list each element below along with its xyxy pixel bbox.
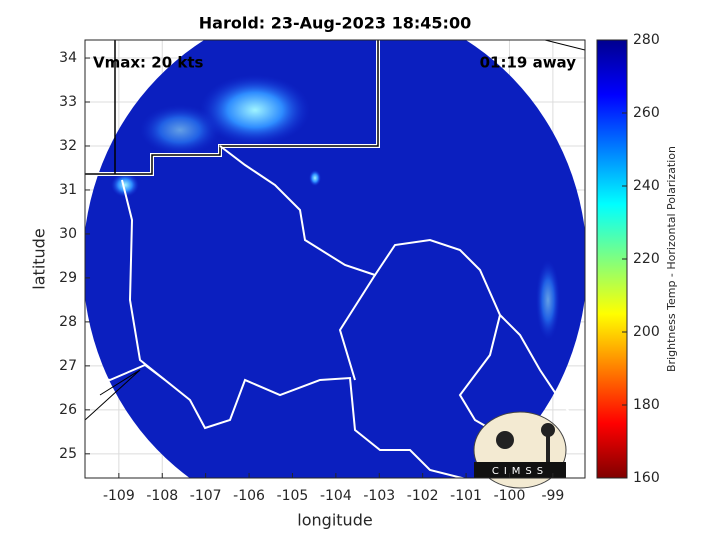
coastline — [85, 363, 166, 382]
warm-area — [536, 260, 560, 340]
x-tick-label: -107 — [190, 488, 222, 504]
colorbar-tick-label: 180 — [633, 397, 660, 413]
chart-title: Harold: 23-Aug-2023 18:45:00 — [199, 14, 471, 33]
state-border — [121, 179, 467, 478]
annotation: Vmax: 20 kts — [93, 54, 203, 72]
x-tick-label: -109 — [103, 488, 135, 504]
logo-icon — [546, 436, 550, 462]
state-border — [544, 40, 585, 51]
map-layer — [85, 40, 585, 478]
y-tick-label: 26 — [59, 402, 77, 418]
annotation: 01:19 away — [480, 54, 577, 72]
x-tick-label: -108 — [146, 488, 178, 504]
country-border — [219, 145, 576, 421]
x-tick-label: -100 — [494, 488, 526, 504]
warm-area — [111, 173, 139, 197]
logo-bar — [474, 462, 566, 478]
y-tick-label: 33 — [59, 94, 77, 110]
colorbar-tick-label: 260 — [633, 105, 660, 121]
colorbar-tick-label: 160 — [633, 470, 660, 486]
x-tick-label: -101 — [450, 488, 482, 504]
warm-area — [140, 105, 220, 155]
colorbar-tick-label: 200 — [633, 324, 660, 340]
colorbar-label: Brightness Temp - Horizontal Polarizatio… — [665, 146, 678, 372]
logo-icon — [541, 423, 555, 437]
y-tick-label: 30 — [59, 226, 77, 242]
plot-frame — [84, 39, 586, 479]
logo-icon — [496, 431, 514, 449]
x-tick-label: -106 — [233, 488, 265, 504]
y-tick-label: 27 — [59, 358, 77, 374]
x-tick-label: -99 — [541, 488, 564, 504]
state-border — [338, 274, 376, 381]
state-border — [85, 40, 379, 175]
y-tick-label: 31 — [59, 182, 77, 198]
logo: CIMSS — [473, 411, 567, 489]
colorbar-tick-label: 240 — [633, 178, 660, 194]
colorbar-tick-label: 280 — [633, 32, 660, 48]
y-tick-label: 34 — [59, 50, 77, 66]
x-axis-label: longitude — [297, 511, 372, 530]
x-tick-label: -102 — [407, 488, 439, 504]
colorbar-tick-label: 220 — [633, 251, 660, 267]
coastline — [85, 369, 141, 421]
x-tick-label: -104 — [320, 488, 352, 504]
x-tick-label: -105 — [277, 488, 309, 504]
x-tick-label: -103 — [363, 488, 395, 504]
warm-area — [200, 75, 310, 145]
y-tick-label: 28 — [59, 314, 77, 330]
y-axis-label: latitude — [30, 228, 49, 289]
logo-text: CIMSS — [492, 466, 548, 477]
y-tick-label: 32 — [59, 138, 77, 154]
y-tick-label: 29 — [59, 270, 77, 286]
y-tick-label: 25 — [59, 446, 77, 462]
warm-area — [309, 170, 321, 186]
